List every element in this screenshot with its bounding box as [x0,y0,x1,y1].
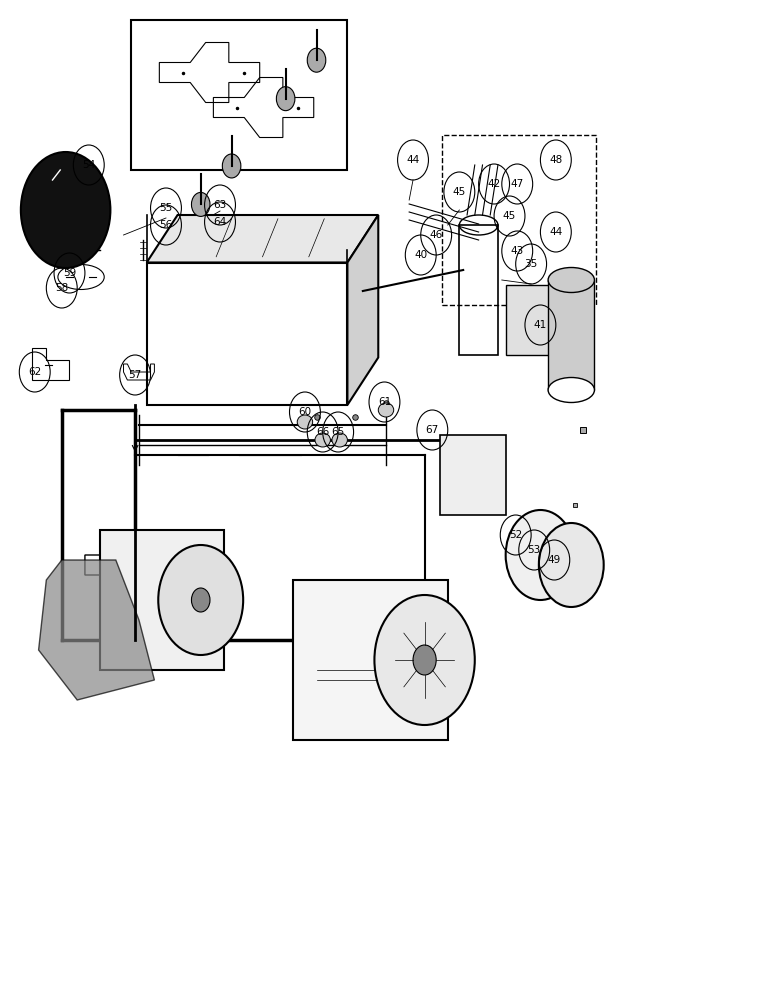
Text: 43: 43 [510,246,524,256]
Text: 52: 52 [509,530,523,540]
Polygon shape [147,215,378,262]
Ellipse shape [315,433,330,447]
Text: 54: 54 [82,160,96,170]
Text: 59: 59 [63,268,76,278]
Text: 66: 66 [316,427,330,437]
Text: 42: 42 [487,179,501,189]
Text: 48: 48 [549,155,563,165]
Polygon shape [39,560,154,700]
Circle shape [539,523,604,607]
Text: 56: 56 [159,220,173,230]
Text: 64: 64 [213,217,227,227]
Circle shape [191,588,210,612]
Bar [459,225,498,355]
Circle shape [276,87,295,111]
Circle shape [191,192,210,216]
Text: 46: 46 [429,230,443,240]
Text: 58: 58 [55,283,69,293]
Text: 47: 47 [510,179,524,189]
Circle shape [374,595,475,725]
Ellipse shape [548,267,594,292]
Text: 61: 61 [378,397,391,407]
Bar [293,580,448,740]
Text: 49: 49 [547,555,561,565]
Polygon shape [347,215,378,405]
Ellipse shape [297,415,313,429]
Text: 53: 53 [527,545,541,555]
Text: 45: 45 [503,211,516,221]
Bar [440,435,506,515]
Circle shape [222,154,241,178]
Text: 44: 44 [406,155,420,165]
Ellipse shape [378,403,394,417]
Text: 44: 44 [549,227,563,237]
Text: 63: 63 [213,200,227,210]
Text: 62: 62 [28,367,42,377]
Circle shape [158,545,243,655]
Circle shape [413,645,436,675]
Circle shape [506,510,575,600]
Text: 40: 40 [414,250,428,260]
Text: 57: 57 [128,370,142,380]
Text: 65: 65 [331,427,345,437]
Text: 35: 35 [524,259,538,269]
Bar [100,530,224,670]
Circle shape [307,48,326,72]
Text: 41: 41 [533,320,547,330]
Text: 60: 60 [298,407,312,417]
Bar [442,135,596,305]
Bar [548,280,594,390]
Ellipse shape [548,377,594,402]
Ellipse shape [332,433,347,447]
Circle shape [21,152,110,268]
Text: 67: 67 [425,425,439,435]
Bar [506,285,575,355]
Bar [131,20,347,170]
Text: 45: 45 [452,187,466,197]
Text: 55: 55 [159,203,173,213]
